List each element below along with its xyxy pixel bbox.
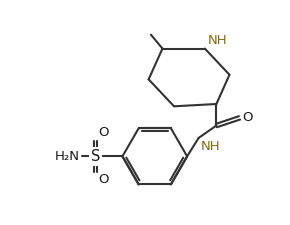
Text: H₂N: H₂N: [55, 150, 80, 163]
Text: S: S: [91, 149, 100, 164]
Text: O: O: [99, 173, 109, 186]
Text: O: O: [242, 111, 253, 124]
Text: NH: NH: [201, 140, 221, 153]
Text: NH: NH: [208, 34, 228, 47]
Text: O: O: [99, 126, 109, 140]
